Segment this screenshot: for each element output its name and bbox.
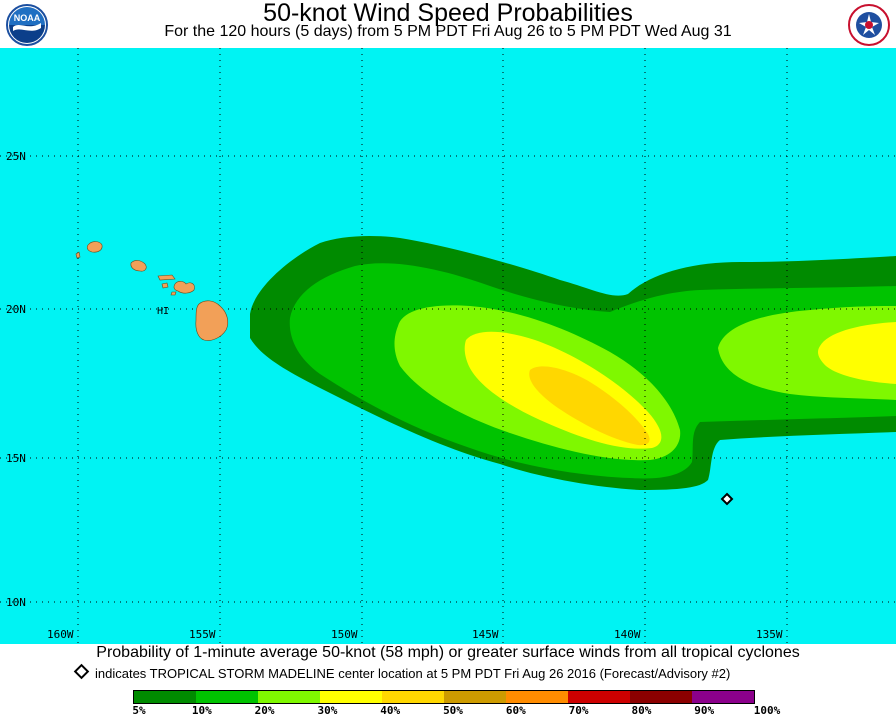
colorbar-segment [630, 691, 692, 703]
lon-label-150w: 150W [331, 628, 358, 641]
island-oahu [130, 260, 147, 272]
colorbar-segment [568, 691, 630, 703]
page-subtitle: For the 120 hours (5 days) from 5 PM PDT… [164, 23, 732, 40]
colorbar-label: 10% [191, 704, 212, 717]
colorbar-segment [134, 691, 196, 703]
colorbar-segment [320, 691, 382, 703]
storm-legend-note: indicates TROPICAL STORM MADELINE center… [73, 663, 731, 682]
island-niihau [75, 251, 81, 259]
noaa-logo-text: NOAA [14, 13, 41, 23]
island-molokai [157, 274, 176, 281]
diamond-icon [73, 663, 90, 680]
contour-40-percent [529, 366, 650, 446]
noaa-logo: NOAA [6, 4, 48, 46]
lon-label-135w: 135W [756, 628, 783, 641]
map-canvas: HI [0, 48, 896, 644]
colorbar-segment [196, 691, 258, 703]
lat-label-25n: 25N [6, 150, 26, 163]
hawaiian-islands [75, 241, 229, 341]
probability-colorbar [133, 690, 755, 704]
lon-label-140w: 140W [614, 628, 641, 641]
colorbar-label: 30% [317, 704, 338, 717]
colorbar-label: 5% [132, 704, 146, 717]
footer: Probability of 1-minute average 50-knot … [0, 644, 896, 717]
contour-30-percent-east [818, 322, 896, 384]
lon-label-160w: 160W [47, 628, 74, 641]
map-caption: Probability of 1-minute average 50-knot … [96, 644, 800, 661]
island-hawaii [195, 300, 229, 341]
header: NOAA 50-knot Wind Speed Probabilities Fo… [0, 0, 896, 48]
colorbar-segment [382, 691, 444, 703]
colorbar-label: 80% [631, 704, 652, 717]
island-kahoolawe [170, 291, 177, 296]
storm-center-marker [720, 492, 734, 506]
colorbar-segment [692, 691, 754, 703]
colorbar-label: 100% [753, 704, 781, 717]
colorbar-segment [444, 691, 506, 703]
storm-legend-text: indicates TROPICAL STORM MADELINE center… [95, 666, 731, 681]
lat-label-10n: 10N [6, 596, 26, 609]
nws-logo [848, 4, 890, 46]
lat-label-20n: 20N [6, 303, 26, 316]
colorbar-label: 50% [443, 704, 463, 717]
colorbar-label: 60% [505, 704, 526, 717]
island-kauai [86, 241, 103, 253]
colorbar-label: 20% [254, 704, 275, 717]
colorbar-segment [258, 691, 320, 703]
page-title: 50-knot Wind Speed Probabilities [263, 0, 633, 27]
colorbar-label: 40% [380, 704, 401, 717]
diamond-icon [720, 492, 734, 506]
island-lanai [161, 282, 169, 289]
hawaii-label: HI [157, 306, 169, 317]
colorbar-segment [506, 691, 568, 703]
probability-map: HI 25N 20N 15N 10N 160W 155W 150W 145W 1… [0, 48, 896, 644]
lat-label-15n: 15N [6, 452, 26, 465]
colorbar-label: 90% [694, 704, 715, 717]
lon-label-145w: 145W [472, 628, 499, 641]
colorbar-label: 70% [568, 704, 589, 717]
island-maui [173, 281, 195, 294]
lon-label-155w: 155W [189, 628, 216, 641]
